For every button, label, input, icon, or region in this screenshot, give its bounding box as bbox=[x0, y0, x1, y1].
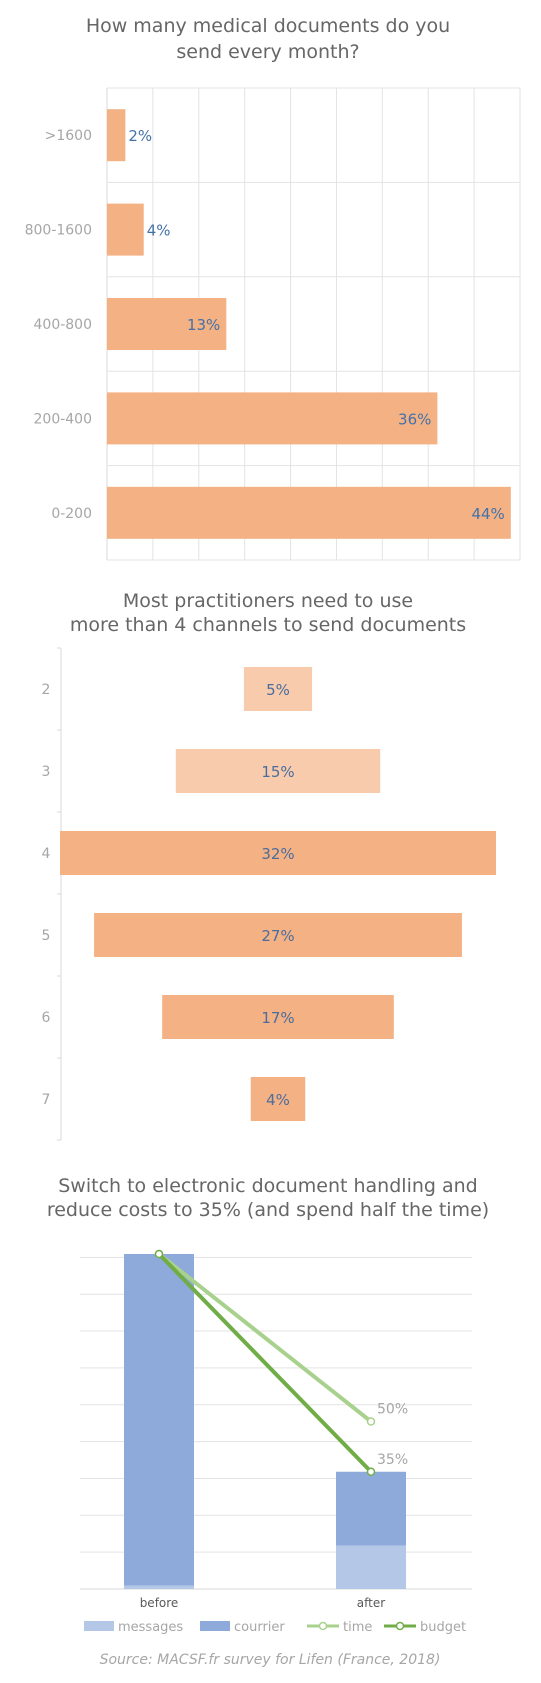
chart1-value-label: 36% bbox=[398, 410, 431, 428]
chart3-title-line1: Switch to electronic document handling a… bbox=[58, 1175, 477, 1197]
source-note: Source: MACSF.fr survey for Lifen (Franc… bbox=[100, 1652, 441, 1668]
chart2-axis bbox=[57, 647, 62, 1141]
chart3-legend-marker-time bbox=[318, 1621, 328, 1631]
chart3-legend: messages courrier time budget bbox=[84, 1620, 466, 1635]
chart1-title-line2: send every month? bbox=[176, 41, 359, 63]
chart3-bar-courrier bbox=[124, 1254, 194, 1586]
chart3-category-label: after bbox=[357, 1596, 385, 1610]
chart3-bar-messages bbox=[336, 1545, 406, 1589]
chart2-category-label: 6 bbox=[42, 1010, 51, 1026]
chart3-point-budget bbox=[366, 1467, 376, 1476]
chart1-category-label: 400-800 bbox=[34, 317, 93, 333]
chart3-line-budget bbox=[157, 1252, 373, 1474]
chart-costs-comparison: Switch to electronic document handling a… bbox=[47, 1175, 489, 1635]
chart1-bar bbox=[107, 392, 438, 445]
chart2-value-label: 27% bbox=[261, 927, 294, 945]
chart2-title-line2: more than 4 channels to send documents bbox=[70, 614, 466, 636]
chart3-line-time bbox=[157, 1252, 373, 1424]
chart2-value-label: 17% bbox=[261, 1009, 294, 1027]
chart3-point-budget bbox=[154, 1249, 164, 1259]
chart3-legend-label-time: time bbox=[343, 1620, 372, 1635]
chart-documents-per-month: How many medical documents do you send e… bbox=[25, 15, 521, 561]
chart2-value-label: 5% bbox=[266, 681, 290, 699]
chart3-legend-marker-budget bbox=[395, 1621, 405, 1631]
chart3-title-line2: reduce costs to 35% (and spend half the … bbox=[47, 1199, 489, 1221]
chart3-legend-swatch-courrier bbox=[200, 1621, 230, 1631]
chart3-legend-label-courrier: courrier bbox=[234, 1620, 285, 1635]
chart2-bar bbox=[162, 995, 394, 1039]
chart1-bar bbox=[107, 486, 511, 539]
chart1-category-label: 200-400 bbox=[34, 411, 93, 427]
chart1-gridlines bbox=[106, 87, 521, 561]
chart1-bar bbox=[107, 298, 227, 350]
chart3-lines: 50% 35% bbox=[154, 1249, 408, 1476]
chart2-category-label: 3 bbox=[42, 764, 51, 780]
chart2-value-label: 4% bbox=[266, 1091, 290, 1109]
chart2-category-label: 2 bbox=[42, 682, 51, 698]
chart2-bar bbox=[60, 831, 496, 875]
chart3-legend-label-budget: budget bbox=[420, 1620, 466, 1635]
chart1-bar bbox=[107, 203, 144, 256]
chart3-bar-courrier bbox=[336, 1471, 406, 1546]
chart3-point-time bbox=[366, 1417, 376, 1426]
chart2-title-line1: Most practitioners need to use bbox=[123, 590, 413, 612]
chart2-bar bbox=[250, 1077, 306, 1121]
chart3-line-label-time: 50% bbox=[377, 1402, 408, 1418]
chart2-bar bbox=[94, 913, 462, 957]
chart2-bars: 2 5% 3 15% 4 32% 5 27% 6 17% 7 4% bbox=[42, 667, 496, 1121]
chart3-bar-messages bbox=[124, 1585, 194, 1589]
chart1-value-label: 4% bbox=[147, 222, 171, 240]
chart1-bars: >1600 2% 800-1600 4% 400-800 13% 200-400 36% 0-2… bbox=[25, 109, 511, 539]
chart2-bar bbox=[243, 667, 313, 711]
chart1-bar bbox=[107, 109, 126, 162]
chart2-value-label: 32% bbox=[261, 845, 294, 863]
chart1-category-label: >1600 bbox=[45, 128, 92, 144]
chart3-line-label-budget: 35% bbox=[377, 1452, 408, 1468]
chart1-category-label: 800-1600 bbox=[25, 223, 92, 239]
chart2-bar bbox=[175, 749, 381, 793]
chart2-category-label: 4 bbox=[42, 846, 51, 862]
chart-channels-used: Most practitioners need to use more than… bbox=[42, 590, 496, 1141]
chart2-category-label: 5 bbox=[42, 928, 51, 944]
chart3-bars: before after bbox=[124, 1254, 406, 1610]
chart1-value-label: 13% bbox=[187, 316, 220, 334]
chart1-title-line1: How many medical documents do you bbox=[86, 15, 450, 37]
chart1-category-label: 0-200 bbox=[51, 506, 92, 522]
chart2-category-label: 7 bbox=[42, 1092, 51, 1108]
chart1-value-label: 44% bbox=[471, 505, 504, 523]
chart3-legend-swatch-messages bbox=[84, 1621, 114, 1631]
chart3-category-label: before bbox=[140, 1596, 179, 1610]
chart3-legend-label-messages: messages bbox=[118, 1620, 183, 1635]
chart2-value-label: 15% bbox=[261, 763, 294, 781]
chart1-value-label: 2% bbox=[128, 127, 152, 145]
